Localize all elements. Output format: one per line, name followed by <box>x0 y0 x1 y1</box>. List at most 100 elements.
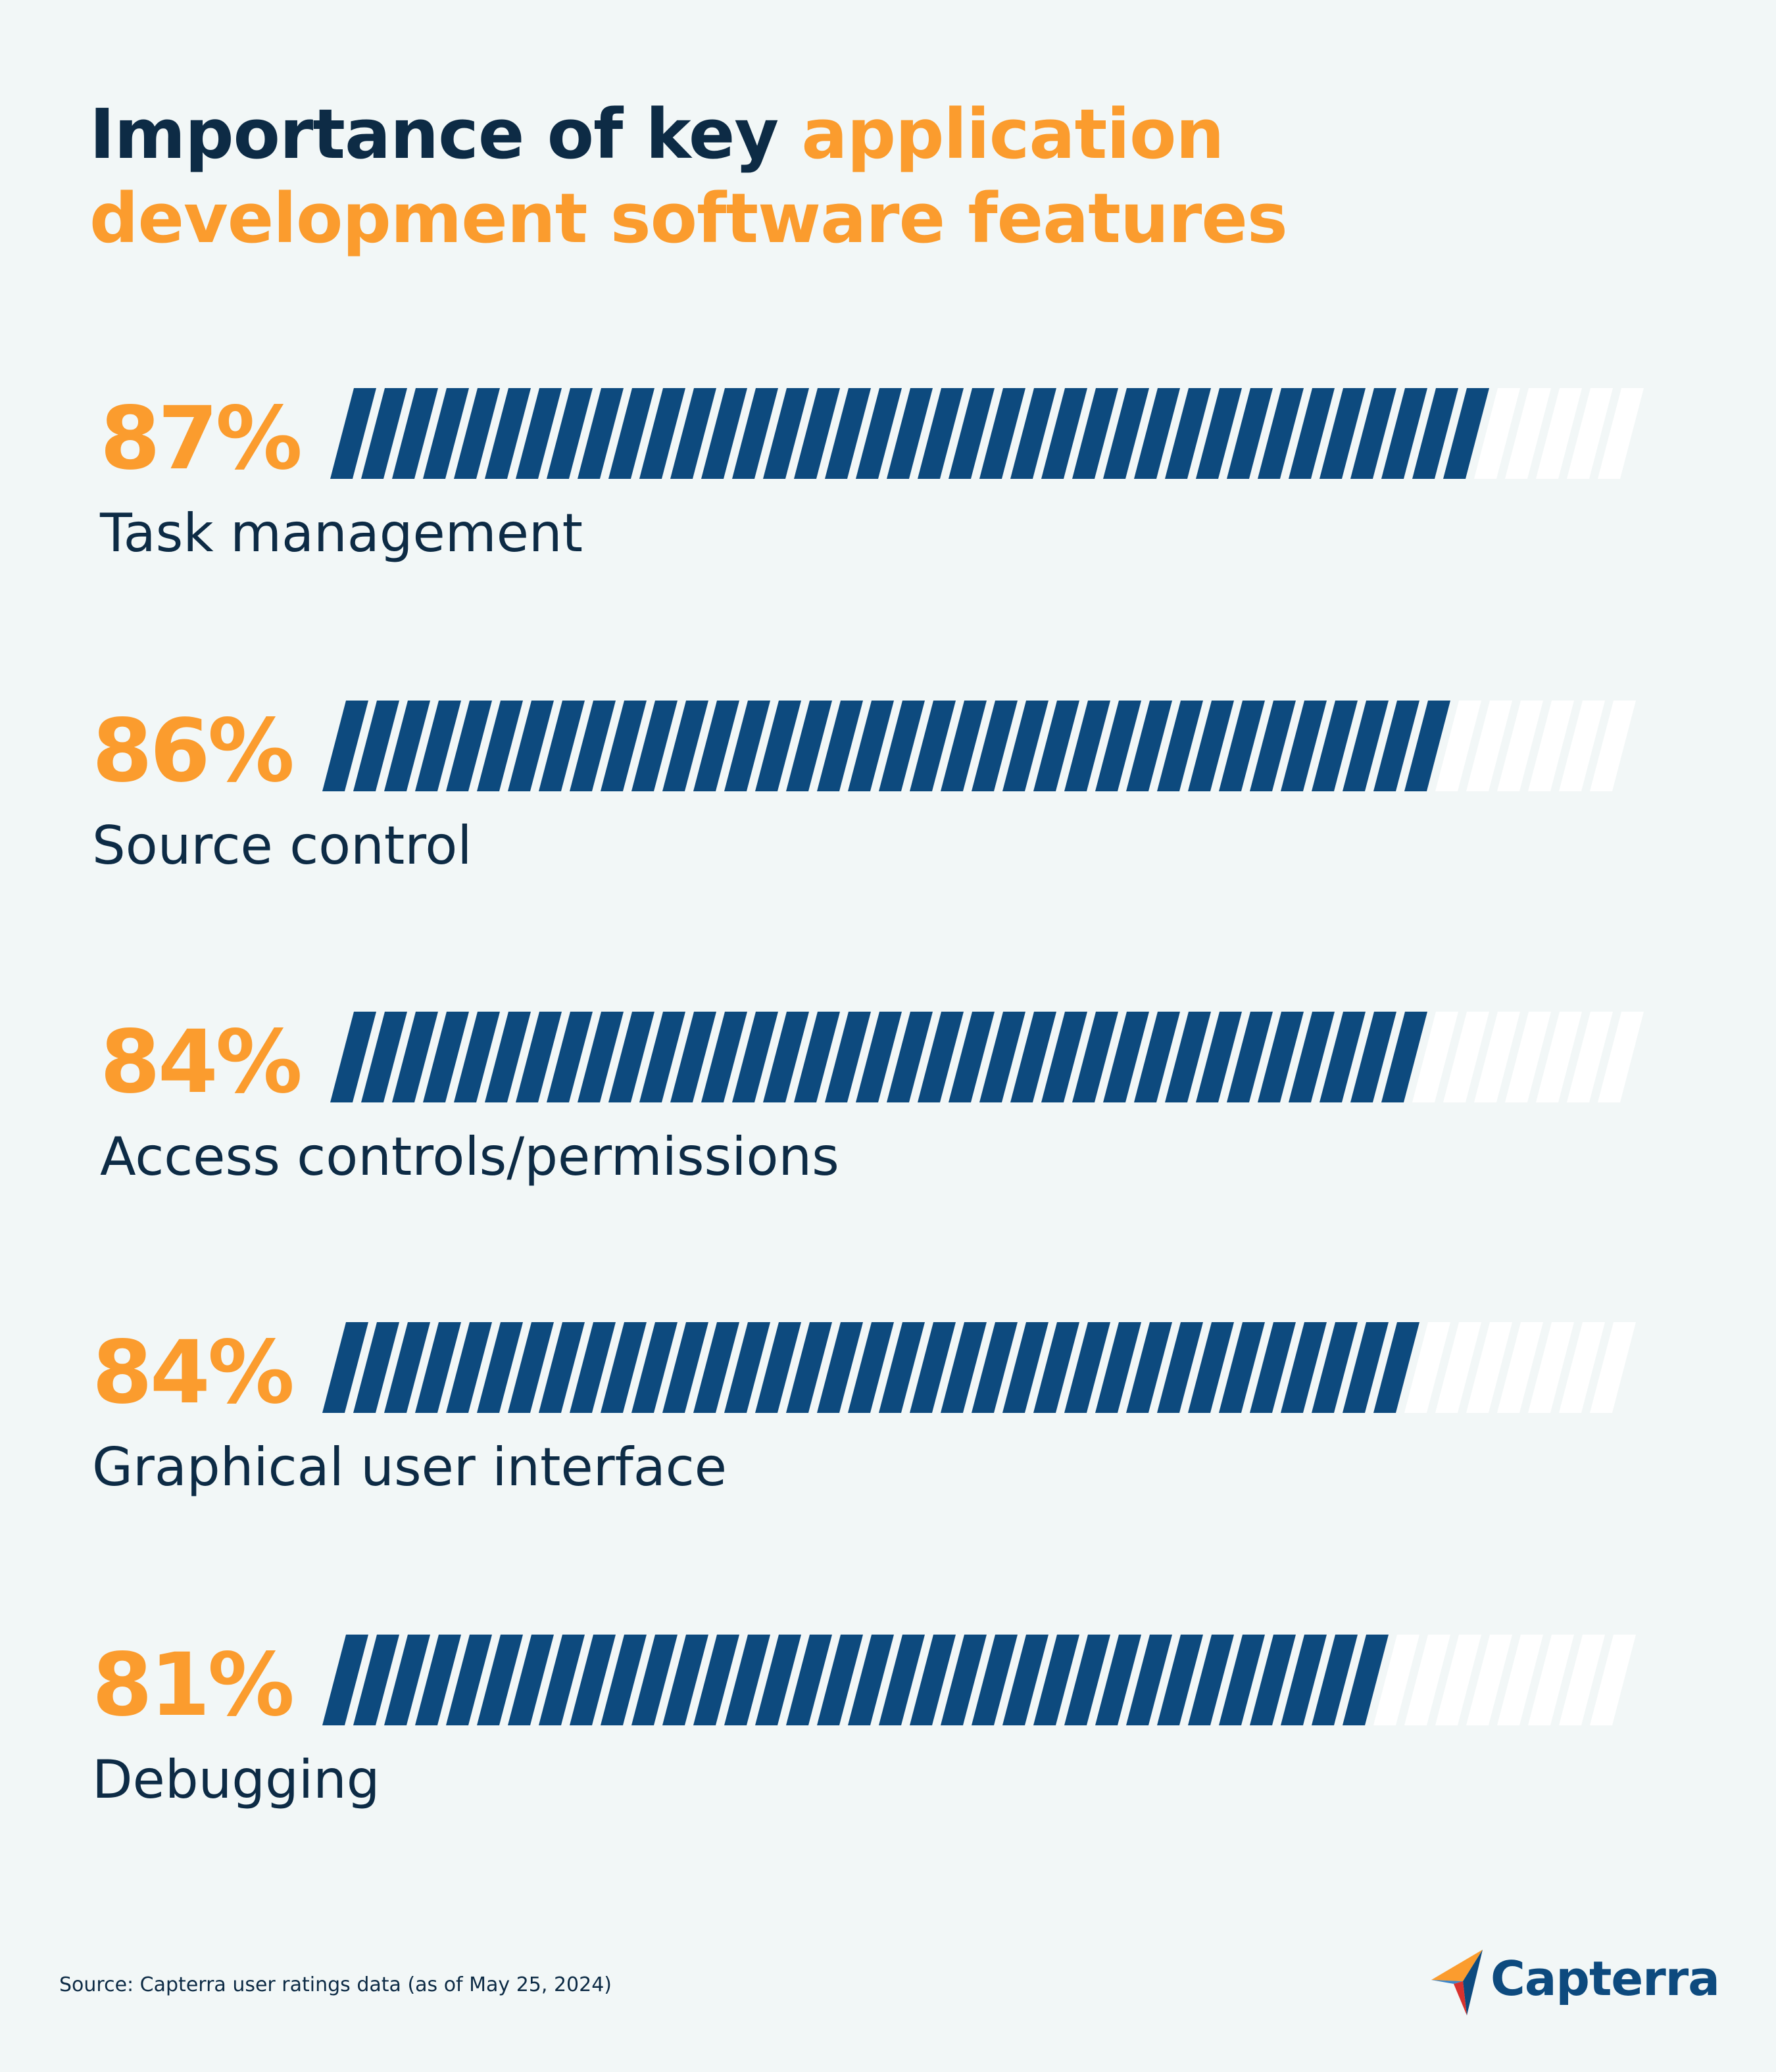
bar-segment-filled <box>1188 1322 1234 1413</box>
bar-segment-filled <box>570 1322 616 1413</box>
bar-segment-filled <box>361 388 407 479</box>
bar-segment-filled <box>910 1635 956 1725</box>
bar-segment-filled <box>330 1012 376 1102</box>
bar-segment-filled <box>949 388 995 479</box>
bar-segment-filled <box>817 1322 863 1413</box>
bar-segment-filled <box>1010 388 1056 479</box>
bar-segment-filled <box>979 388 1025 479</box>
bar-segment-filled <box>825 1012 871 1102</box>
category-label: Debugging <box>92 1749 380 1810</box>
bar-segment-filled <box>1095 1635 1141 1725</box>
bar-segment-filled <box>446 1322 492 1413</box>
bar-segment-filled <box>631 1322 678 1413</box>
category-label: Source control <box>92 815 472 876</box>
bar-segment-filled <box>1033 1635 1079 1725</box>
bar-segment-filled <box>1134 1012 1180 1102</box>
bar-segment-filled <box>786 1322 832 1413</box>
bar-segment-filled <box>763 388 809 479</box>
bar-segment-empty <box>1435 1635 1481 1725</box>
bar-segment-empty <box>1466 701 1512 791</box>
bar-segment-filled <box>322 1635 368 1725</box>
bar-segment-filled <box>1134 388 1180 479</box>
category-label: Graphical user interface <box>92 1437 727 1498</box>
bar-segment-empty <box>1497 1635 1543 1725</box>
bar-segment-empty <box>1559 1322 1605 1413</box>
bar-segment-filled <box>1381 388 1427 479</box>
bar-segment-filled <box>1258 388 1304 479</box>
bar-segment-empty <box>1497 1322 1543 1413</box>
bar-segment-filled <box>485 388 531 479</box>
bar-segment-filled <box>879 1322 925 1413</box>
bar-segment-filled <box>454 388 500 479</box>
bar-segment-filled <box>516 388 562 479</box>
bar-segment-filled <box>353 1635 399 1725</box>
bar-segment-filled <box>979 1012 1025 1102</box>
bar-segment-filled <box>639 1012 685 1102</box>
bar-segment-filled <box>910 701 956 791</box>
bar-segment-filled <box>1196 388 1242 479</box>
bar-segment-filled <box>794 388 840 479</box>
bar-segment-filled <box>825 388 871 479</box>
bar-segment-filled <box>1343 701 1389 791</box>
bar-segment-filled <box>755 1635 801 1725</box>
bar-segment-filled <box>887 388 933 479</box>
bar-segment-filled <box>1258 1012 1304 1102</box>
bar-segment-filled <box>1157 701 1203 791</box>
bar-segment-filled <box>1404 701 1450 791</box>
bar-segment-filled <box>918 388 964 479</box>
bar-segment-filled <box>508 1322 554 1413</box>
bar-segment-filled <box>477 1322 523 1413</box>
bar-segment-empty <box>1598 388 1644 479</box>
bar-segment-filled <box>1033 701 1079 791</box>
bar-segment-filled <box>941 1635 987 1725</box>
bar-segment-filled <box>539 701 585 791</box>
bar-segment-filled <box>446 701 492 791</box>
bar-segment-empty <box>1528 1635 1574 1725</box>
bar-segment-filled <box>701 388 747 479</box>
bar-segment-filled <box>508 701 554 791</box>
bar-segment-filled <box>848 1635 894 1725</box>
bar-segment-filled <box>1320 1012 1366 1102</box>
bar-segment-filled <box>1219 1635 1265 1725</box>
bar-segment-filled <box>972 1635 1018 1725</box>
bar-segment-filled <box>570 1635 616 1725</box>
bar-segment-empty <box>1559 1635 1605 1725</box>
bar-segment-filled <box>639 388 685 479</box>
bar-chart: 87% Task management 86% Source control 84% Ac… <box>92 388 1644 1810</box>
bar-segment-filled <box>1373 1322 1419 1413</box>
bar-segment-filled <box>353 701 399 791</box>
bar-segment-filled <box>1002 701 1048 791</box>
bar-segment-filled <box>1126 701 1172 791</box>
bar-segment-filled <box>879 701 925 791</box>
bar-segment-filled <box>384 701 430 791</box>
bar-segment-empty <box>1590 1322 1636 1413</box>
bar-segment-empty <box>1536 1012 1582 1102</box>
bar-segment-filled <box>1312 1635 1358 1725</box>
bar-segment-filled <box>763 1012 809 1102</box>
bar-segment-filled <box>662 1635 708 1725</box>
bar-segment-filled <box>1312 701 1358 791</box>
bar-segment-filled <box>1095 1322 1141 1413</box>
bar-segment-filled <box>516 1012 562 1102</box>
bar-segment-filled <box>631 1635 678 1725</box>
bar-segment-filled <box>732 388 778 479</box>
bar-segment-filled <box>477 701 523 791</box>
bar-segment-filled <box>1312 1322 1358 1413</box>
bar-segment-filled <box>1289 1012 1335 1102</box>
bar-segment-empty <box>1435 1322 1481 1413</box>
bar-segment-empty <box>1598 1012 1644 1102</box>
bar-segment-filled <box>786 1635 832 1725</box>
bar-segment-empty <box>1435 701 1481 791</box>
bar-segment-empty <box>1567 388 1613 479</box>
bar-segment-filled <box>1165 1012 1211 1102</box>
bar-segment-filled <box>539 1322 585 1413</box>
bar-segment-filled <box>1188 701 1234 791</box>
bar-segment-filled <box>1002 1635 1048 1725</box>
bar-segment-filled <box>693 1635 739 1725</box>
bar-segment-filled <box>415 701 461 791</box>
bar-segment-empty <box>1443 1012 1489 1102</box>
bar-segment-filled <box>454 1012 500 1102</box>
bar-segment-filled <box>1250 701 1296 791</box>
capterra-logo: Capterra <box>1427 1947 1720 2019</box>
bar-segment-filled <box>423 1012 469 1102</box>
